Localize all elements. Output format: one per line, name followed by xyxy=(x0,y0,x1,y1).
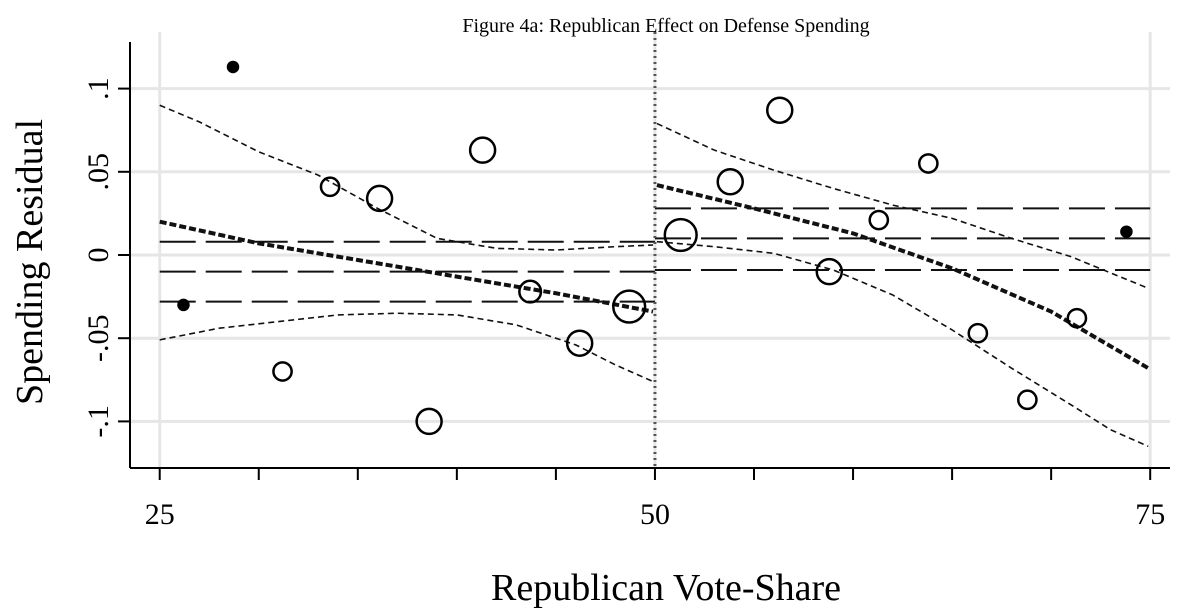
data-point xyxy=(565,329,594,357)
data-point xyxy=(766,96,794,124)
y-tick-label: 0 xyxy=(82,248,115,263)
y-tick-label: .1 xyxy=(82,77,115,100)
data-point xyxy=(272,361,293,382)
x-tick-label: 75 xyxy=(1135,498,1165,531)
data-point xyxy=(716,168,744,196)
ci-right-upper-line xyxy=(656,122,1149,290)
data-point xyxy=(917,153,939,174)
ci-left-upper-line xyxy=(159,104,654,251)
ci-left-lower-line xyxy=(159,312,654,383)
fit-right-line xyxy=(656,183,1150,370)
data-point xyxy=(612,289,647,324)
y-axis-title: Spending Residual xyxy=(9,119,51,405)
y-tick-label: -.05 xyxy=(82,314,115,362)
reference-bands xyxy=(159,207,1151,303)
data-point xyxy=(226,60,240,74)
fit-left-line xyxy=(159,219,654,314)
y-tick-label: -.1 xyxy=(82,405,115,438)
data-point xyxy=(468,136,497,164)
ticks: 25 50 75 -.1 -.05 0 .05 .1 xyxy=(82,77,1165,531)
x-tick-label: 25 xyxy=(145,498,175,531)
data-point xyxy=(319,176,341,198)
data-point xyxy=(415,407,443,436)
data-point xyxy=(1120,225,1133,238)
data-point xyxy=(1066,307,1088,329)
chart-title: Figure 4a: Republican Effect on Defense … xyxy=(462,15,869,37)
data-point xyxy=(815,257,844,286)
ci-right-lower-line xyxy=(656,240,1149,448)
data-point xyxy=(1017,389,1038,411)
data-point xyxy=(518,279,543,304)
data-point xyxy=(663,217,698,253)
y-tick-label: .05 xyxy=(82,153,115,191)
data-points xyxy=(177,60,1133,436)
x-axis-title: Republican Vote-Share xyxy=(491,567,841,609)
grid xyxy=(130,32,1170,468)
x-tick-label: 50 xyxy=(640,498,670,531)
data-point xyxy=(868,209,890,231)
data-point xyxy=(967,322,989,344)
data-point xyxy=(177,298,190,312)
data-point xyxy=(365,184,394,213)
confidence-intervals xyxy=(159,104,1149,448)
